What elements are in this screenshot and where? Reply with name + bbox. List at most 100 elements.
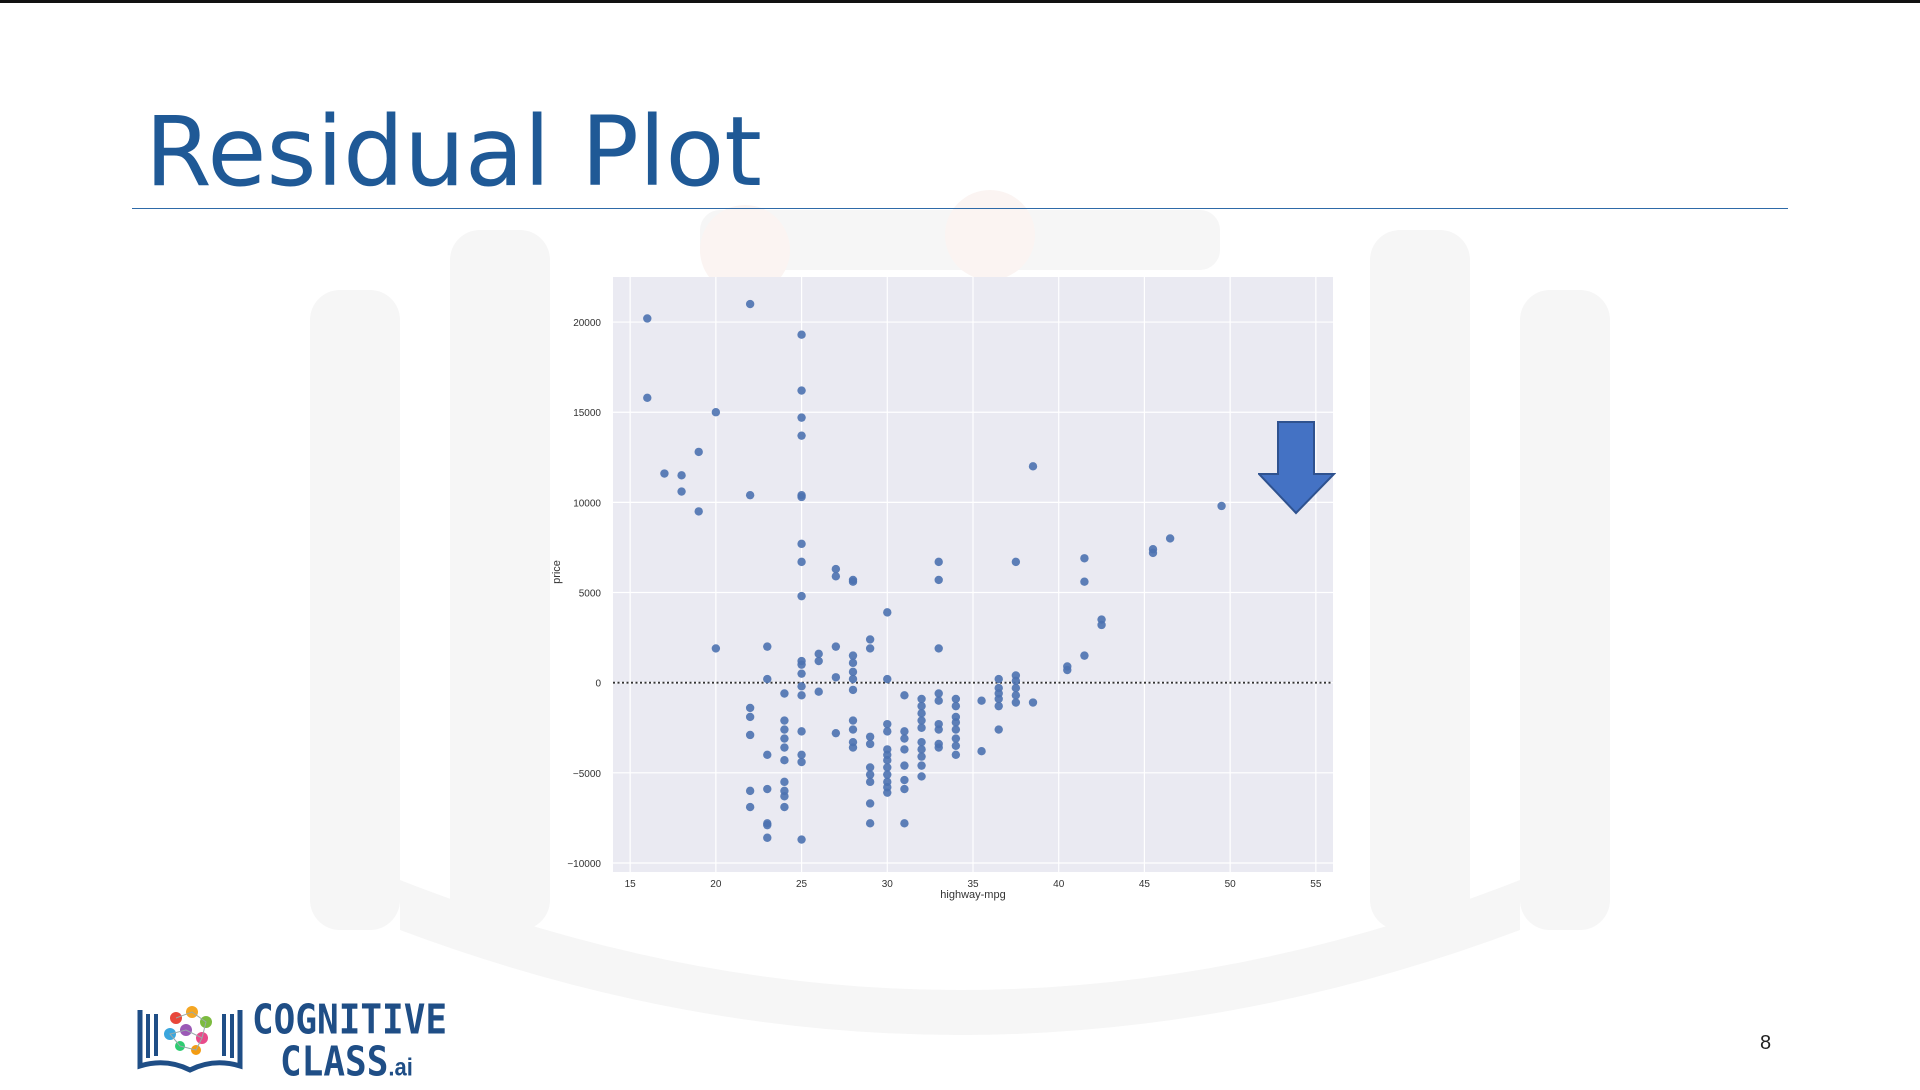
- data-point: [1080, 554, 1089, 563]
- x-tick-label: 30: [882, 879, 894, 890]
- data-point: [797, 669, 806, 678]
- data-point: [1097, 620, 1106, 630]
- data-point: [865, 819, 875, 828]
- data-point: [745, 730, 755, 740]
- data-point: [831, 572, 841, 581]
- data-point: [934, 557, 943, 567]
- data-point: [934, 725, 943, 734]
- data-point: [763, 750, 772, 760]
- open-book-icon: [137, 1006, 243, 1073]
- data-point: [831, 728, 841, 738]
- x-axis-label: highway-mpg: [940, 889, 1005, 901]
- data-point: [643, 314, 652, 323]
- logo-line-2-main: CLASS: [280, 1038, 389, 1086]
- data-point: [994, 694, 1003, 704]
- data-point: [848, 651, 858, 660]
- logo-suffix: .ai: [388, 1052, 413, 1082]
- data-point: [711, 644, 721, 653]
- data-point: [900, 745, 909, 754]
- data-point: [763, 820, 772, 830]
- data-point: [900, 761, 909, 770]
- data-point: [797, 660, 806, 669]
- data-point: [917, 772, 926, 781]
- data-point: [865, 635, 875, 644]
- data-point: [763, 833, 772, 842]
- data-point: [797, 330, 806, 339]
- x-tick-label: 20: [710, 879, 722, 890]
- data-point: [711, 408, 721, 417]
- data-point: [797, 691, 806, 700]
- y-tick-label: 5000: [579, 589, 602, 600]
- data-point: [917, 701, 926, 711]
- data-point: [977, 746, 986, 756]
- y-tick-label: 0: [595, 679, 601, 690]
- data-point: [848, 716, 858, 725]
- residual-plot-chart: 15 20 25 30 35 40 45 50 55 −10000 −5000 0 5000 10000…: [530, 262, 1360, 912]
- data-point: [814, 687, 823, 696]
- data-point: [1217, 501, 1226, 511]
- data-point: [745, 299, 755, 309]
- data-point: [917, 737, 926, 747]
- x-tick-label: 15: [625, 879, 637, 890]
- data-point: [797, 835, 806, 844]
- data-point: [883, 719, 892, 729]
- y-tick-label: 20000: [573, 318, 601, 329]
- data-point: [865, 644, 875, 653]
- data-point: [977, 696, 986, 705]
- data-point: [883, 727, 892, 736]
- top-border: [0, 0, 1920, 3]
- data-point: [797, 727, 806, 736]
- data-point: [883, 763, 892, 772]
- logo-wordmark: COGNITIVE CLASS.ai: [252, 996, 448, 1082]
- data-point: [780, 689, 789, 698]
- data-point: [865, 777, 875, 787]
- y-tick-label: −5000: [573, 769, 602, 780]
- cognitive-class-logo: COGNITIVE CLASS.ai: [136, 999, 456, 1083]
- data-point: [745, 703, 755, 713]
- data-point: [745, 712, 755, 722]
- data-point: [763, 642, 772, 651]
- x-tick-label: 40: [1053, 879, 1065, 890]
- data-points: [643, 299, 1226, 844]
- data-point: [831, 673, 841, 682]
- data-point: [780, 743, 789, 752]
- data-point: [694, 447, 703, 457]
- x-tick-label: 25: [796, 879, 808, 890]
- data-point: [1011, 698, 1021, 707]
- data-point: [917, 761, 926, 770]
- data-point: [745, 802, 755, 812]
- data-point: [917, 694, 926, 704]
- data-point: [848, 725, 858, 734]
- data-point: [883, 770, 892, 779]
- data-point: [814, 656, 823, 666]
- x-tick-labels: 15 20 25 30 35 40 45 50 55: [625, 879, 1322, 890]
- data-point: [934, 644, 943, 653]
- data-point: [780, 756, 789, 765]
- data-point: [900, 727, 909, 736]
- data-point: [848, 743, 858, 752]
- data-point: [1165, 534, 1175, 543]
- data-point: [1011, 683, 1021, 693]
- data-point: [883, 788, 892, 797]
- data-point: [780, 792, 789, 801]
- data-point: [763, 674, 772, 684]
- y-tick-label: 15000: [573, 408, 601, 419]
- x-tick-label: 35: [967, 879, 979, 890]
- logo-line-1: COGNITIVE: [252, 996, 448, 1044]
- data-point: [934, 696, 943, 705]
- data-point: [797, 557, 806, 567]
- data-point: [797, 682, 806, 691]
- data-point: [1080, 651, 1089, 660]
- data-point: [797, 591, 806, 601]
- data-point: [797, 539, 806, 549]
- y-tick-label: −10000: [567, 859, 601, 870]
- data-point: [934, 575, 943, 585]
- x-tick-label: 50: [1225, 879, 1237, 890]
- data-point: [797, 413, 806, 422]
- data-point: [797, 431, 806, 440]
- data-point: [994, 725, 1003, 734]
- data-point: [1011, 691, 1021, 700]
- title-underline: [132, 208, 1788, 209]
- data-point: [780, 802, 789, 812]
